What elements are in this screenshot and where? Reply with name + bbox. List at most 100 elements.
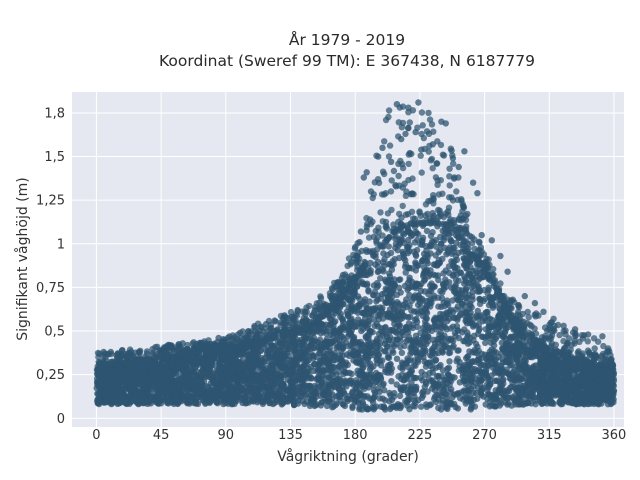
data-point (500, 333, 508, 340)
data-point (410, 362, 418, 369)
data-point (411, 393, 418, 400)
data-point (405, 395, 412, 402)
data-point (335, 337, 343, 344)
data-point (244, 371, 251, 379)
data-point (411, 239, 419, 246)
data-point (361, 296, 369, 303)
data-point (450, 284, 457, 291)
data-point (301, 341, 308, 348)
data-point (185, 372, 193, 379)
data-point (418, 394, 426, 401)
data-point (282, 353, 289, 360)
data-point (325, 324, 332, 332)
data-point (365, 335, 372, 342)
data-point (466, 348, 473, 355)
data-point (267, 369, 274, 376)
data-point (439, 400, 446, 407)
data-point (94, 400, 102, 407)
data-point (408, 379, 415, 386)
data-point (462, 286, 470, 293)
data-point (331, 310, 339, 317)
data-point (455, 277, 462, 284)
data-point (421, 288, 428, 295)
data-point (354, 323, 361, 330)
data-point (395, 284, 403, 291)
data-point (246, 377, 253, 384)
data-point (282, 343, 289, 350)
data-point (413, 383, 420, 391)
data-point (320, 370, 327, 378)
data-point (384, 354, 392, 361)
data-point (413, 230, 420, 237)
data-point (393, 323, 400, 330)
data-point (536, 393, 543, 400)
data-point (350, 357, 357, 364)
data-point (466, 361, 473, 368)
data-point (344, 361, 351, 368)
data-point (377, 362, 385, 369)
data-point (214, 400, 221, 407)
data-point (503, 366, 510, 373)
data-point (461, 338, 468, 345)
data-point (254, 350, 261, 358)
data-point (455, 367, 463, 374)
data-point (343, 369, 350, 377)
data-point (439, 348, 446, 355)
data-point (492, 360, 499, 368)
data-point (317, 392, 324, 399)
data-point (139, 376, 146, 383)
data-point (458, 389, 465, 396)
data-point (459, 373, 466, 380)
data-point (426, 297, 433, 304)
data-point (417, 341, 424, 348)
data-point (417, 374, 424, 381)
data-point (484, 376, 492, 383)
data-point (364, 378, 372, 386)
data-point (382, 406, 389, 413)
data-point (427, 303, 434, 310)
data-point (396, 276, 404, 283)
data-point (413, 246, 421, 254)
data-point (441, 332, 448, 339)
data-point (192, 364, 199, 371)
data-point (482, 339, 489, 347)
data-point (316, 336, 324, 343)
data-point (366, 317, 373, 325)
data-point (406, 274, 413, 281)
data-point (450, 342, 457, 350)
data-point (386, 296, 394, 303)
data-point (212, 384, 220, 391)
data-point (387, 290, 395, 298)
data-point (432, 236, 440, 244)
data-point (435, 372, 442, 380)
data-point (222, 400, 229, 407)
data-point (384, 343, 391, 350)
data-point (481, 351, 489, 358)
data-point (237, 351, 244, 358)
data-point (426, 402, 433, 409)
data-point (325, 374, 332, 381)
data-point (343, 351, 351, 358)
data-point (464, 353, 471, 361)
data-point (396, 392, 404, 400)
data-point (403, 296, 410, 303)
data-point (481, 295, 489, 303)
data-point (327, 380, 335, 388)
data-point (290, 401, 298, 409)
data-point (393, 299, 401, 306)
data-point (493, 377, 500, 384)
data-point (381, 255, 388, 263)
data-point (419, 297, 426, 304)
data-point (449, 297, 456, 304)
data-point (531, 382, 539, 390)
data-point (375, 379, 382, 386)
data-point (463, 398, 470, 405)
data-point (359, 326, 367, 333)
data-point (346, 298, 354, 305)
data-point (358, 341, 366, 349)
data-point (492, 367, 499, 374)
data-point (547, 390, 554, 398)
data-point (386, 273, 394, 280)
data-point (599, 385, 606, 392)
